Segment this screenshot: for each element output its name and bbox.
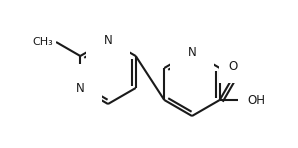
Text: CH₃: CH₃ [32,37,53,47]
Text: N: N [104,33,112,46]
Text: N: N [76,82,85,95]
Text: O: O [228,61,237,74]
Text: N: N [188,45,196,58]
Text: OH: OH [248,94,266,107]
